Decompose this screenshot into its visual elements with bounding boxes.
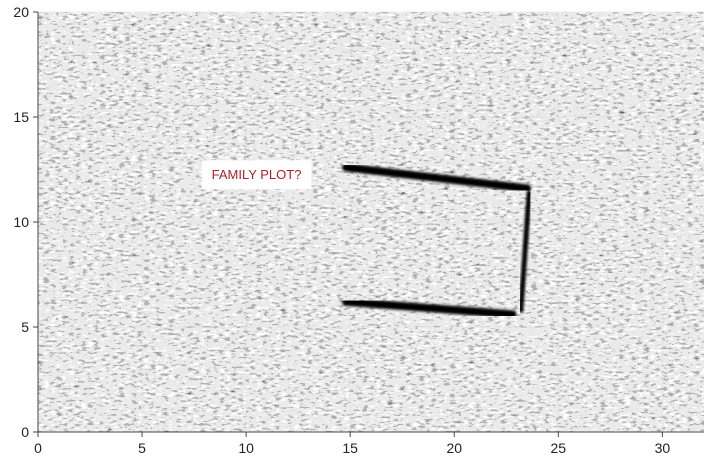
y-tick-label: 5: [21, 319, 29, 335]
x-tick-label: 5: [138, 440, 146, 456]
y-tick-label: 10: [13, 214, 29, 230]
x-tick-label: 10: [238, 440, 254, 456]
y-tick-label: 0: [21, 424, 29, 440]
x-tick-label: 25: [551, 440, 567, 456]
linear-anomaly: [518, 190, 532, 313]
x-tick-label: 0: [34, 440, 42, 456]
axes: 0 5 10 15 20 25 30 0 5 10 15 20: [13, 4, 704, 456]
x-tick-label: 20: [446, 440, 462, 456]
y-tick-label: 15: [13, 109, 29, 125]
annotation-text: FAMILY PLOT?: [212, 167, 302, 182]
x-tick-label: 30: [655, 440, 671, 456]
annotation-background: [201, 160, 312, 190]
linear-anomaly: [342, 163, 532, 193]
annotations: FAMILY PLOT?: [201, 160, 312, 190]
x-tick-label: 15: [342, 440, 358, 456]
annotation-label: FAMILY PLOT?: [201, 160, 312, 190]
linear-anomaly: [342, 297, 517, 319]
anomaly-layer: [339, 163, 532, 319]
y-tick-label: 20: [13, 4, 29, 20]
